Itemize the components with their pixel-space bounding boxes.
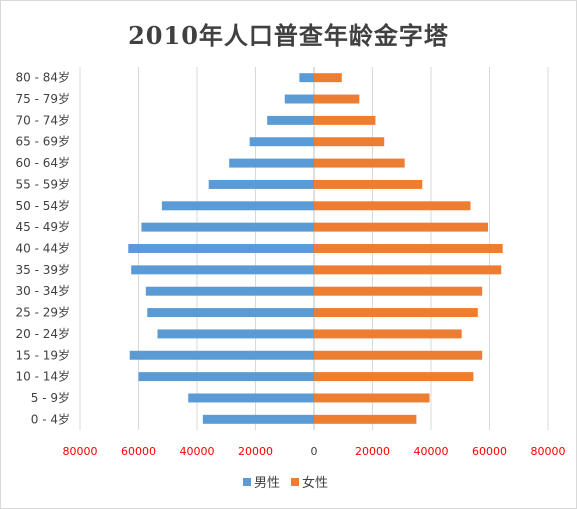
male-bar-6 [145,286,314,296]
female-legend-swatch [291,478,299,486]
female-bar-14 [314,115,376,125]
female-bar-3 [314,350,483,360]
female-bar-10 [314,201,471,211]
category-label-16: 80 - 84岁 [16,70,71,85]
male-bar-8 [128,244,314,253]
female-bar-1 [314,393,430,403]
male-legend-swatch [243,478,251,486]
male-bar-12 [229,158,314,168]
female-bar-15 [314,94,360,104]
x-tick-label-3: 20000 [238,445,273,458]
female-bar-5 [314,308,478,318]
female-bar-6 [314,286,483,296]
female-bar-13 [314,137,385,147]
category-label-3: 15 - 19岁 [16,347,71,362]
category-label-4: 20 - 24岁 [16,326,71,341]
category-label-8: 40 - 44岁 [16,241,71,256]
female-bar-8 [314,244,503,253]
category-label-6: 30 - 34岁 [16,283,71,298]
male-bar-14 [267,115,314,125]
legend: 男性 女性 [243,475,328,491]
female-bar-12 [314,158,405,168]
male-bar-7 [131,265,314,275]
category-label-1: 5 - 9岁 [31,390,70,405]
male-bar-0 [202,414,314,424]
male-bar-16 [299,73,314,83]
female-bar-16 [314,73,342,83]
male-bar-10 [161,201,314,211]
male-bar-11 [208,179,314,189]
male-bar-2 [138,372,314,382]
x-tick-label-5: 20000 [355,445,390,458]
male-bar-13 [249,137,314,147]
x-tick-label-0: 80000 [63,445,98,458]
female-bar-11 [314,179,423,189]
x-tick-label-8: 80000 [531,445,566,458]
bars [128,73,503,424]
x-tick-label-1: 60000 [121,445,156,458]
category-label-12: 60 - 64岁 [16,155,71,170]
category-label-13: 65 - 69岁 [16,134,71,149]
category-label-5: 25 - 29岁 [16,305,71,320]
category-label-9: 45 - 49岁 [16,219,71,234]
female-bar-2 [314,372,474,382]
male-bar-4 [157,329,314,339]
category-label-15: 75 - 79岁 [16,91,71,106]
x-tick-labels: 80000 60000 40000 20000 0 20000 40000 60000 8000… [63,445,566,458]
male-bar-5 [147,308,314,318]
x-tick-label-2: 40000 [180,445,215,458]
female-bar-7 [314,265,502,275]
category-label-10: 50 - 54岁 [16,198,71,213]
male-bar-1 [188,393,314,403]
category-label-7: 35 - 39岁 [16,262,71,277]
female-bar-9 [314,222,489,232]
category-label-11: 55 - 59岁 [16,176,71,191]
male-bar-9 [141,222,314,232]
female-bar-4 [314,329,462,339]
male-legend-label: 男性 [254,476,280,491]
x-tick-label-7: 60000 [472,445,507,458]
x-tick-label-4: 0 [311,445,318,458]
category-label-14: 70 - 74岁 [16,112,71,127]
category-label-2: 10 - 14岁 [16,369,71,384]
category-labels: 0 - 4岁 5 - 9岁 10 - 14岁 15 - 19岁 20 - 24岁 25 -… [16,70,71,427]
female-bar-0 [314,414,417,424]
chart-title: 2010年人口普查年龄金字塔 [128,21,449,50]
female-legend-label: 女性 [302,475,328,491]
male-bar-15 [284,94,314,104]
x-tick-label-6: 40000 [414,445,449,458]
category-label-0: 0 - 4岁 [31,411,70,426]
male-bar-3 [129,350,314,360]
